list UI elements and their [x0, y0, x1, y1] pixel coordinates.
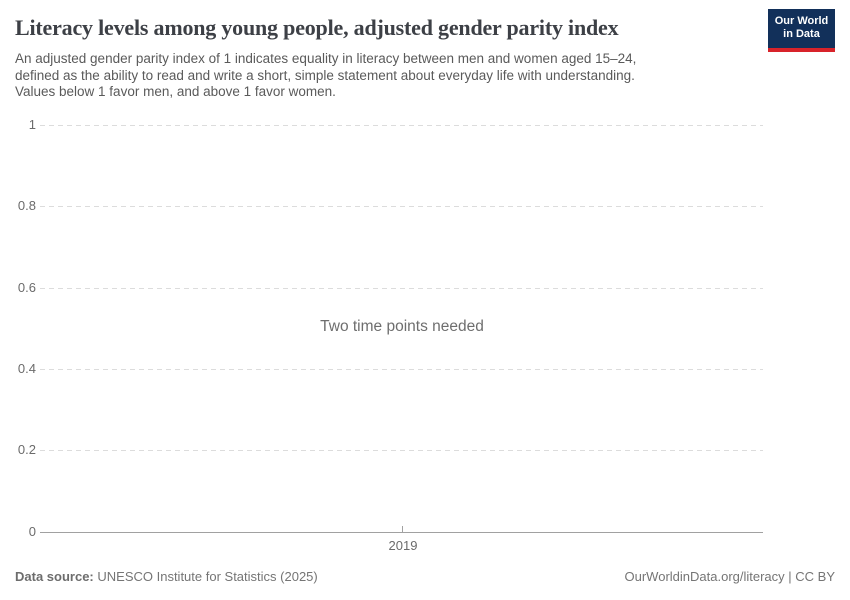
gridline — [40, 288, 763, 289]
y-gridline-row: 0.8 — [0, 198, 850, 214]
owid-logo-line2: in Data — [783, 28, 820, 40]
subtitle-line: Values below 1 favor men, and above 1 fa… — [15, 84, 336, 99]
y-axis-tick-label: 1 — [28, 117, 36, 132]
owid-logo-line1: Our World — [774, 15, 829, 27]
y-axis-tick-label: 0.2 — [17, 442, 36, 457]
y-axis-tick-label: 0.6 — [17, 280, 36, 295]
gridline — [40, 125, 763, 126]
chart-subtitle: An adjusted gender parity index of 1 ind… — [15, 51, 735, 101]
gridline — [40, 450, 763, 451]
gridline — [40, 206, 763, 207]
gridline — [40, 369, 763, 370]
subtitle-line: An adjusted gender parity index of 1 ind… — [15, 51, 637, 66]
y-axis-tick-label: 0.8 — [17, 198, 36, 213]
subtitle-line: defined as the ability to read and write… — [15, 67, 635, 83]
y-gridline-row: 0.4 — [0, 361, 850, 377]
data-source: Data source: UNESCO Institute for Statis… — [15, 569, 318, 584]
data-source-label: Data source: — [15, 569, 94, 584]
y-axis-tick-label: 0 — [28, 524, 36, 539]
y-gridline-row: 1 — [0, 117, 850, 133]
x-axis-tick-label: 2019 — [388, 538, 418, 553]
x-axis-line — [40, 532, 763, 533]
data-source-value: UNESCO Institute for Statistics (2025) — [97, 569, 318, 584]
chart-footer: Data source: UNESCO Institute for Statis… — [15, 569, 835, 584]
empty-chart-message: Two time points needed — [320, 318, 484, 335]
page-title: Literacy levels among young people, adju… — [15, 15, 619, 40]
attribution: OurWorldinData.org/literacy | CC BY — [625, 569, 835, 584]
attribution-link[interactable]: OurWorldinData.org/literacy | CC BY — [624, 569, 835, 584]
y-gridline-row: 0.2 — [0, 442, 850, 458]
x-axis-tick-mark — [402, 526, 403, 532]
x-axis-row: 0 — [0, 524, 850, 540]
y-gridline-row: 0.6 — [0, 280, 850, 296]
y-axis-tick-label: 0.4 — [17, 361, 36, 376]
owid-logo[interactable]: Our World in Data — [768, 9, 835, 52]
